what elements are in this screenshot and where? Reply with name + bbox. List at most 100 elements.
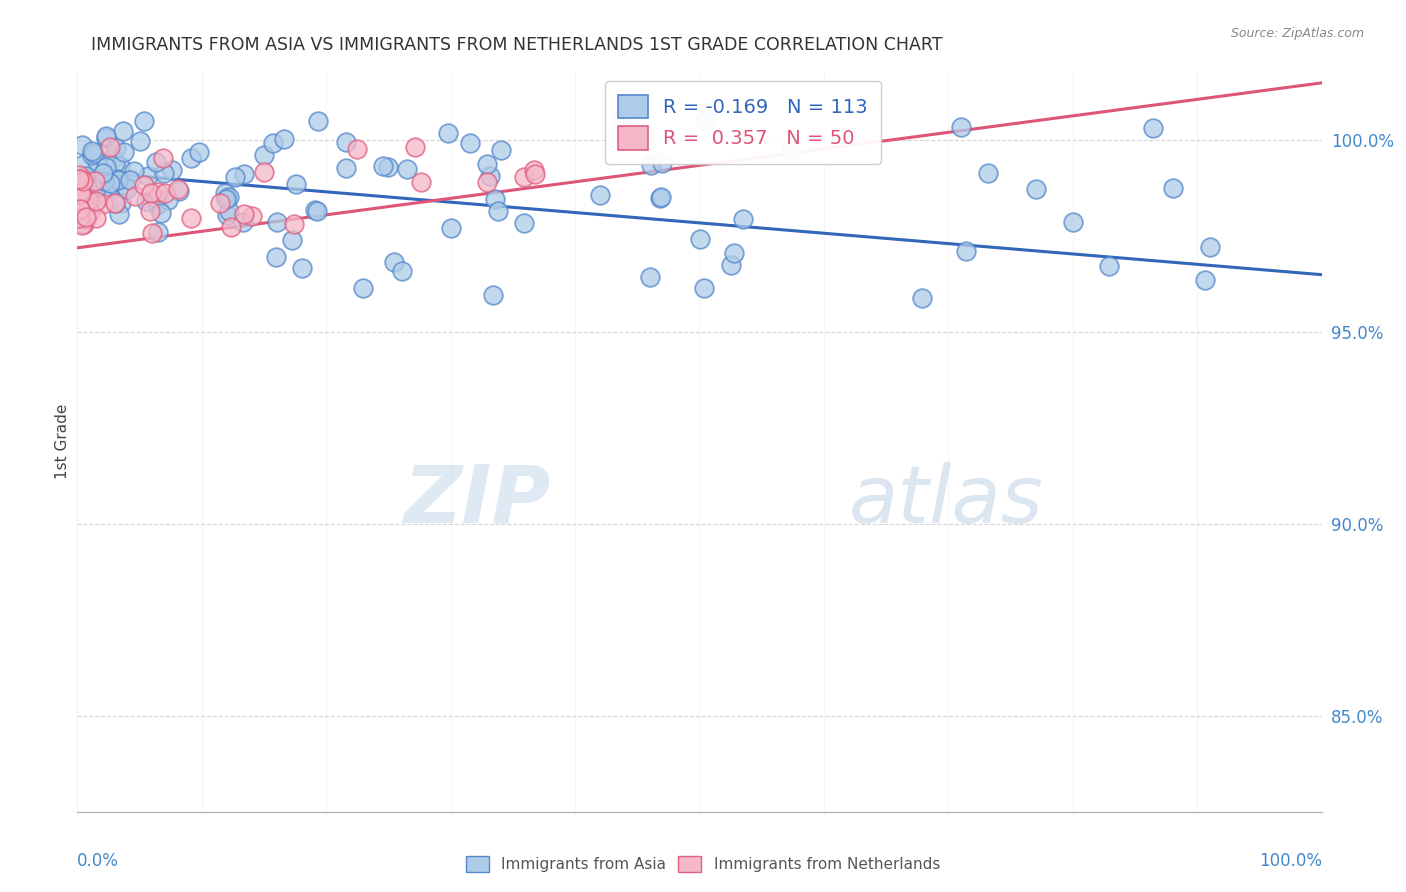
Point [484, 192, 506, 206]
Text: ZIP: ZIP [402, 462, 550, 540]
Point [409, 175, 432, 189]
Point [148, 186, 170, 200]
Point [84, 174, 107, 188]
Text: IMMIGRANTS FROM ASIA VS IMMIGRANTS FROM NETHERLANDS 1ST GRADE CORRELATION CHART: IMMIGRANTS FROM ASIA VS IMMIGRANTS FROM … [91, 36, 943, 54]
Y-axis label: 1st Grade: 1st Grade [55, 404, 70, 479]
Point [214, 192, 236, 206]
Point [232, 207, 254, 221]
Point [84, 194, 107, 208]
Point [75, 169, 97, 183]
Point [482, 288, 505, 302]
Point [145, 155, 167, 169]
Point [75, 212, 97, 227]
Point [304, 202, 326, 217]
Point [104, 196, 127, 211]
Point [180, 211, 202, 225]
Point [650, 191, 672, 205]
Point [589, 187, 612, 202]
Point [94, 160, 117, 174]
Text: 100.0%: 100.0% [1258, 853, 1322, 871]
Point [124, 188, 146, 202]
Point [91, 166, 114, 180]
Point [720, 258, 742, 272]
Point [96, 185, 118, 199]
Point [307, 114, 329, 128]
Point [70, 203, 93, 218]
Point [67, 211, 90, 226]
Point [70, 218, 93, 232]
Point [1161, 180, 1184, 194]
Point [391, 264, 413, 278]
Point [1062, 215, 1084, 229]
Point [86, 180, 108, 194]
Point [214, 186, 236, 201]
Point [253, 148, 276, 162]
Point [371, 159, 394, 173]
Point [110, 159, 132, 173]
Point [305, 204, 328, 219]
Point [124, 163, 146, 178]
Point [731, 212, 754, 227]
Point [382, 255, 405, 269]
Point [93, 174, 115, 188]
Point [73, 217, 96, 231]
Point [215, 189, 238, 203]
Point [187, 145, 209, 159]
Point [377, 160, 399, 174]
Point [82, 148, 104, 162]
Point [69, 202, 91, 217]
Point [523, 163, 546, 178]
Point [90, 188, 112, 202]
Point [75, 210, 97, 224]
Point [404, 139, 426, 153]
Point [98, 139, 121, 153]
Point [70, 175, 93, 189]
Point [335, 161, 357, 176]
Point [105, 172, 128, 186]
Point [285, 177, 308, 191]
Point [135, 194, 157, 209]
Point [524, 167, 547, 181]
Point [67, 176, 90, 190]
Point [723, 246, 745, 260]
Point [352, 280, 374, 294]
Point [141, 227, 163, 241]
Point [150, 206, 173, 220]
Point [107, 173, 129, 187]
Point [100, 176, 122, 190]
Point [80, 144, 103, 158]
Point [949, 120, 972, 135]
Point [129, 134, 152, 148]
Point [475, 157, 498, 171]
Point [70, 187, 93, 202]
Point [110, 195, 132, 210]
Point [70, 177, 93, 191]
Point [477, 175, 499, 189]
Point [83, 145, 105, 160]
Point [224, 170, 246, 185]
Point [693, 281, 716, 295]
Point [157, 193, 180, 207]
Point [911, 291, 934, 305]
Point [76, 202, 98, 216]
Point [112, 145, 135, 160]
Point [167, 182, 190, 196]
Point [689, 231, 711, 245]
Point [976, 165, 998, 179]
Point [146, 198, 169, 212]
Point [232, 167, 254, 181]
Point [72, 174, 94, 188]
Point [104, 196, 127, 211]
Point [610, 114, 633, 128]
Point [513, 216, 536, 230]
Point [651, 156, 673, 170]
Point [780, 143, 803, 157]
Point [488, 204, 510, 219]
Point [232, 215, 254, 229]
Point [242, 209, 264, 223]
Point [1142, 121, 1164, 136]
Point [153, 186, 176, 200]
Point [94, 128, 117, 143]
Point [139, 186, 162, 200]
Point [77, 194, 100, 208]
